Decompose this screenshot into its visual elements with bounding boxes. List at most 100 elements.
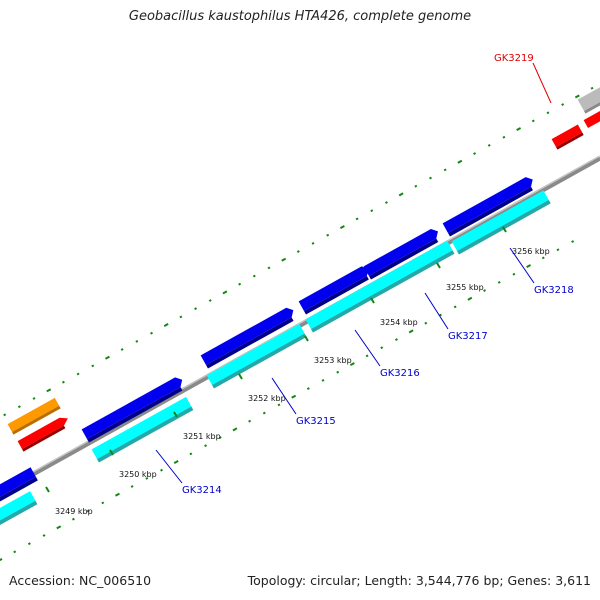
gc-inner-dot <box>571 240 575 243</box>
gene-label-GK3216[interactable]: GK3216 <box>380 368 420 379</box>
gene-GK3217-reverse[interactable] <box>305 240 455 333</box>
gc-inner-dot <box>541 256 545 260</box>
gc-inner-dot <box>115 492 120 497</box>
gc-inner-dot <box>145 476 149 480</box>
gc-outer-dot <box>384 201 388 204</box>
gc-outer-dot <box>502 135 506 139</box>
gc-inner-dot <box>365 354 369 358</box>
gc-outer-dot <box>208 299 212 302</box>
outer-feature-orange[interactable] <box>7 397 61 435</box>
gc-inner-dot <box>483 289 486 292</box>
gene-GK3216-reverse[interactable] <box>206 323 307 389</box>
leader-GK3214 <box>155 449 183 484</box>
gene-GK3216-forward[interactable] <box>200 305 298 369</box>
gc-outer-dot <box>574 94 580 99</box>
gene-GK3218-forward[interactable] <box>442 175 538 237</box>
gc-inner-dot <box>189 452 193 456</box>
gene-GK3215-forward[interactable] <box>81 375 187 443</box>
gc-outer-dot <box>267 266 271 270</box>
outer-feature-gray[interactable] <box>577 85 600 114</box>
gc-inner-dot <box>262 411 266 415</box>
position-tick-mark <box>370 297 375 304</box>
gc-outer-dot <box>91 364 95 368</box>
gc-inner-dot <box>71 517 75 521</box>
outer-feature-red-edge[interactable] <box>583 105 600 128</box>
gene-GK3214-forward[interactable] <box>0 467 38 512</box>
gc-content-inner-track <box>0 240 575 562</box>
gc-outer-dot <box>61 380 65 384</box>
gc-inner-dot <box>232 427 238 432</box>
gc-outer-dot <box>17 405 21 409</box>
gc-outer-dot <box>473 152 476 155</box>
gc-content-outer-track <box>3 86 594 417</box>
gc-inner-dot <box>42 534 46 537</box>
gc-inner-dot <box>408 329 414 334</box>
leader-GK3215 <box>271 377 297 415</box>
position-tick-label: 3252 kbp <box>248 394 286 403</box>
gc-inner-dot <box>56 525 62 530</box>
leader-GK3218 <box>509 247 535 284</box>
gc-inner-dot <box>160 468 163 472</box>
position-tick-label: 3250 kbp <box>119 470 157 479</box>
gc-outer-dot <box>561 103 565 106</box>
gc-inner-dot <box>394 338 398 341</box>
leader-GK3219 <box>532 62 552 104</box>
gc-outer-dot <box>370 209 374 213</box>
gene-label-GK3218[interactable]: GK3218 <box>534 285 574 296</box>
gc-outer-dot <box>76 372 80 376</box>
gc-outer-dot <box>311 241 315 245</box>
gene-GK3215-reverse[interactable] <box>91 396 194 463</box>
position-tick-label: 3249 kbp <box>55 507 93 516</box>
gc-inner-dot <box>101 501 105 505</box>
gc-outer-dot <box>546 111 550 115</box>
position-tick-mark <box>173 411 178 418</box>
gc-outer-dot <box>194 307 198 311</box>
gene-GK3217-forward-b[interactable] <box>363 227 443 280</box>
gc-inner-dot <box>27 542 31 546</box>
gc-outer-dot <box>3 413 7 417</box>
gc-outer-dot <box>281 257 287 262</box>
gc-inner-dot <box>424 321 428 325</box>
position-tick-mark <box>45 486 50 493</box>
gene-label-GK3219[interactable]: GK3219 <box>494 53 534 64</box>
outer-feature-red-right[interactable] <box>551 124 584 150</box>
gc-outer-dot <box>252 274 256 278</box>
gc-inner-dot <box>380 346 384 350</box>
gc-inner-dot <box>556 248 560 252</box>
position-tick-mark <box>502 226 507 233</box>
outer-feature-red-left[interactable] <box>17 414 72 452</box>
gc-inner-dot <box>453 305 457 309</box>
gc-inner-dot <box>0 558 3 562</box>
gc-outer-dot <box>105 355 110 360</box>
position-tick-mark <box>304 335 309 342</box>
position-ticks: 3249 kbp 3250 kbp 3251 kbp 3252 kbp 3253 kbp… <box>45 226 550 516</box>
gene-label-GK3217[interactable]: GK3217 <box>448 331 488 342</box>
gene-label-GK3214[interactable]: GK3214 <box>182 485 222 496</box>
position-tick-mark <box>109 449 114 456</box>
gc-inner-dot <box>204 444 208 448</box>
gc-inner-dot <box>86 509 90 513</box>
gc-inner-dot <box>306 387 310 390</box>
gc-outer-dot <box>457 159 463 164</box>
leader-GK3217 <box>424 292 449 330</box>
gc-outer-dot <box>46 388 52 393</box>
gc-outer-dot <box>32 397 36 400</box>
gc-outer-dot <box>326 233 330 237</box>
gc-outer-dot <box>296 250 300 253</box>
gc-inner-dot <box>497 280 501 284</box>
gene-GK3214-reverse[interactable] <box>0 491 38 530</box>
gc-outer-dot <box>516 127 522 132</box>
position-tick-label: 3256 kbp <box>512 247 550 256</box>
gc-inner-dot <box>130 485 134 488</box>
genome-summary-text: Topology: circular; Length: 3,544,776 bp… <box>247 573 591 588</box>
gc-outer-dot <box>398 192 404 197</box>
gene-label-GK3215[interactable]: GK3215 <box>296 416 336 427</box>
gc-outer-dot <box>487 143 491 147</box>
gene-GK3217-forward-a[interactable] <box>298 264 374 315</box>
position-tick-label: 3254 kbp <box>380 318 418 327</box>
gc-inner-dot <box>336 370 340 374</box>
genome-title: Geobacillus kaustophilus HTA426, complet… <box>128 9 472 24</box>
position-tick-label: 3251 kbp <box>183 432 221 441</box>
gc-outer-dot <box>414 184 418 188</box>
